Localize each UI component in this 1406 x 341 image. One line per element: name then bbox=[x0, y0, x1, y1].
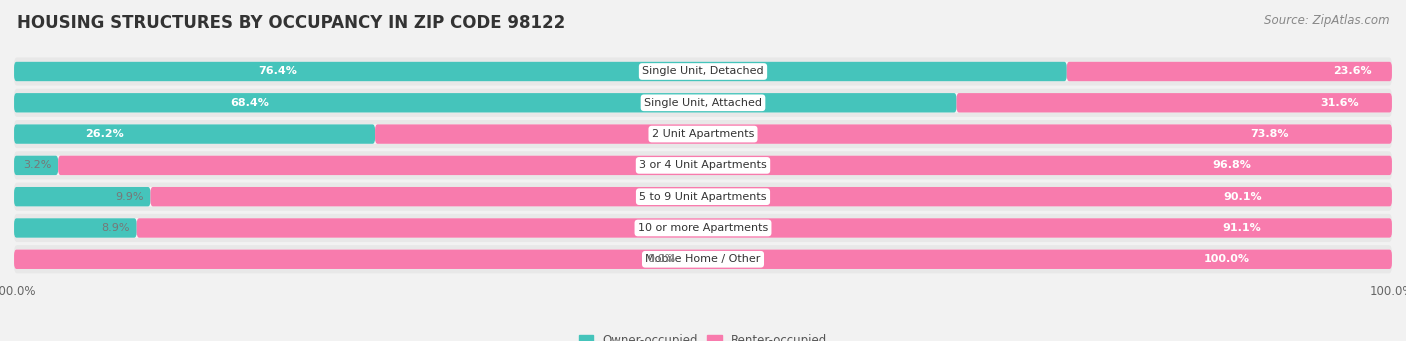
Text: Mobile Home / Other: Mobile Home / Other bbox=[645, 254, 761, 264]
Text: 73.8%: 73.8% bbox=[1251, 129, 1289, 139]
FancyBboxPatch shape bbox=[14, 57, 1392, 86]
FancyBboxPatch shape bbox=[14, 218, 1392, 238]
FancyBboxPatch shape bbox=[1067, 62, 1392, 81]
Text: 0.0%: 0.0% bbox=[647, 254, 675, 264]
FancyBboxPatch shape bbox=[136, 218, 1392, 238]
Text: HOUSING STRUCTURES BY OCCUPANCY IN ZIP CODE 98122: HOUSING STRUCTURES BY OCCUPANCY IN ZIP C… bbox=[17, 14, 565, 32]
FancyBboxPatch shape bbox=[14, 120, 1392, 148]
FancyBboxPatch shape bbox=[14, 250, 1392, 269]
Text: 8.9%: 8.9% bbox=[101, 223, 129, 233]
Text: 9.9%: 9.9% bbox=[115, 192, 143, 202]
Text: 96.8%: 96.8% bbox=[1212, 160, 1251, 170]
FancyBboxPatch shape bbox=[14, 93, 956, 113]
Text: 31.6%: 31.6% bbox=[1320, 98, 1360, 108]
Text: 3 or 4 Unit Apartments: 3 or 4 Unit Apartments bbox=[640, 160, 766, 170]
Text: 90.1%: 90.1% bbox=[1223, 192, 1263, 202]
Text: 5 to 9 Unit Apartments: 5 to 9 Unit Apartments bbox=[640, 192, 766, 202]
Text: 2 Unit Apartments: 2 Unit Apartments bbox=[652, 129, 754, 139]
FancyBboxPatch shape bbox=[14, 93, 1392, 113]
FancyBboxPatch shape bbox=[14, 214, 1392, 242]
FancyBboxPatch shape bbox=[14, 182, 1392, 211]
FancyBboxPatch shape bbox=[14, 156, 58, 175]
FancyBboxPatch shape bbox=[14, 124, 1392, 144]
FancyBboxPatch shape bbox=[14, 250, 1392, 269]
Text: Single Unit, Attached: Single Unit, Attached bbox=[644, 98, 762, 108]
Text: Source: ZipAtlas.com: Source: ZipAtlas.com bbox=[1264, 14, 1389, 27]
FancyBboxPatch shape bbox=[14, 218, 136, 238]
Text: 68.4%: 68.4% bbox=[231, 98, 269, 108]
FancyBboxPatch shape bbox=[150, 187, 1392, 206]
FancyBboxPatch shape bbox=[14, 245, 1392, 273]
Text: 3.2%: 3.2% bbox=[22, 160, 51, 170]
FancyBboxPatch shape bbox=[956, 93, 1392, 113]
Text: 91.1%: 91.1% bbox=[1222, 223, 1261, 233]
FancyBboxPatch shape bbox=[14, 187, 150, 206]
FancyBboxPatch shape bbox=[14, 89, 1392, 117]
Text: 100.0%: 100.0% bbox=[1204, 254, 1250, 264]
Legend: Owner-occupied, Renter-occupied: Owner-occupied, Renter-occupied bbox=[579, 334, 827, 341]
Text: 76.4%: 76.4% bbox=[257, 66, 297, 76]
FancyBboxPatch shape bbox=[14, 187, 1392, 206]
Text: 10 or more Apartments: 10 or more Apartments bbox=[638, 223, 768, 233]
FancyBboxPatch shape bbox=[14, 156, 1392, 175]
Text: 23.6%: 23.6% bbox=[1334, 66, 1372, 76]
FancyBboxPatch shape bbox=[14, 151, 1392, 179]
FancyBboxPatch shape bbox=[375, 124, 1392, 144]
FancyBboxPatch shape bbox=[14, 62, 1067, 81]
FancyBboxPatch shape bbox=[14, 124, 375, 144]
Text: 26.2%: 26.2% bbox=[84, 129, 124, 139]
Text: Single Unit, Detached: Single Unit, Detached bbox=[643, 66, 763, 76]
FancyBboxPatch shape bbox=[58, 156, 1392, 175]
FancyBboxPatch shape bbox=[14, 62, 1392, 81]
